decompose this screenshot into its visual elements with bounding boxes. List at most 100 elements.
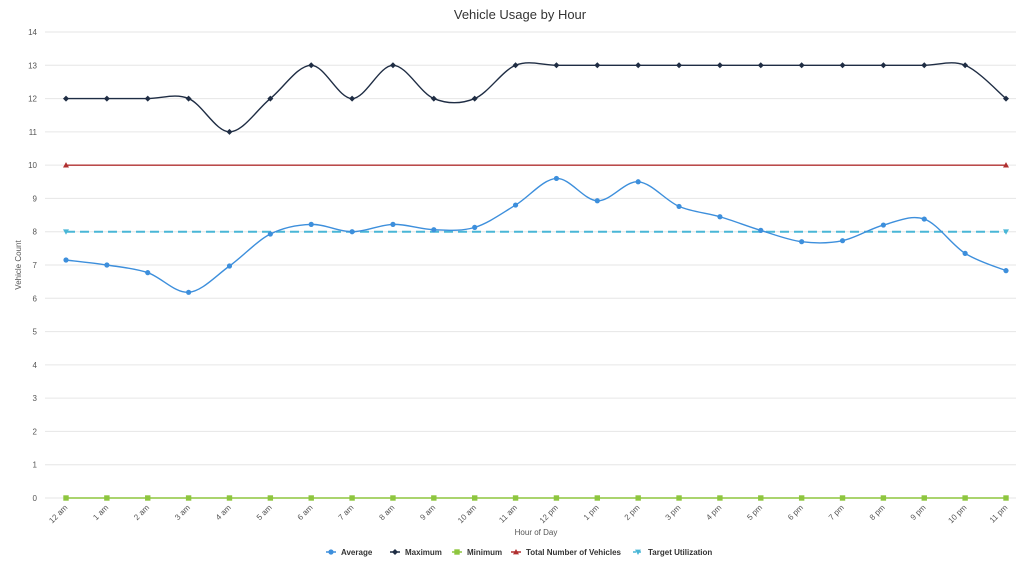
data-point-average[interactable] <box>839 238 846 244</box>
data-point-minimum[interactable] <box>349 495 355 501</box>
data-point-maximum[interactable] <box>144 95 151 102</box>
data-point-target-utilization[interactable] <box>1003 229 1009 235</box>
series-line-maximum[interactable] <box>66 62 1007 133</box>
legend-item-target-utilization[interactable]: Target Utilization <box>633 548 712 557</box>
legend-item-total-number-of-vehicles[interactable]: Total Number of Vehicles <box>511 548 622 557</box>
data-point-maximum[interactable] <box>430 95 437 102</box>
data-point-maximum[interactable] <box>880 62 887 69</box>
data-point-minimum[interactable] <box>798 495 805 501</box>
legend-label: Average <box>341 548 373 557</box>
legend-item-minimum[interactable]: Minimum <box>452 548 502 557</box>
data-point-maximum[interactable] <box>839 62 846 69</box>
data-point-average[interactable] <box>594 198 600 204</box>
data-point-minimum[interactable] <box>880 495 887 501</box>
chart-title: Vehicle Usage by Hour <box>454 7 587 22</box>
data-point-minimum[interactable] <box>512 495 519 501</box>
legend-label: Maximum <box>405 548 442 557</box>
data-point-minimum[interactable] <box>758 495 764 501</box>
legend-label: Target Utilization <box>648 548 712 557</box>
data-point-minimum[interactable] <box>635 495 641 501</box>
data-point-minimum[interactable] <box>471 495 478 501</box>
data-point-average[interactable] <box>512 202 519 208</box>
data-point-average[interactable] <box>799 239 805 245</box>
data-point-average[interactable] <box>349 229 355 235</box>
data-point-maximum[interactable] <box>226 128 233 135</box>
data-point-maximum[interactable] <box>716 62 723 69</box>
data-point-average[interactable] <box>145 270 151 276</box>
legend-item-average[interactable]: Average <box>326 548 373 557</box>
data-point-minimum[interactable] <box>226 495 233 501</box>
data-point-minimum[interactable] <box>717 495 723 501</box>
data-point-average[interactable] <box>267 231 273 237</box>
data-point-minimum[interactable] <box>1003 495 1009 501</box>
x-tick-label: 5 am <box>255 503 274 522</box>
series-line-average[interactable] <box>65 177 1007 293</box>
data-point-maximum[interactable] <box>1003 95 1009 102</box>
data-point-average[interactable] <box>553 175 560 182</box>
data-point-total-number-of-vehicles[interactable] <box>1003 162 1009 168</box>
data-point-average[interactable] <box>226 263 233 269</box>
data-point-average[interactable] <box>676 203 682 210</box>
legend-marker <box>454 549 460 555</box>
data-point-average[interactable] <box>186 289 192 295</box>
data-point-minimum[interactable] <box>390 495 396 501</box>
data-point-maximum[interactable] <box>757 62 764 69</box>
legend-item-maximum[interactable]: Maximum <box>390 548 442 557</box>
data-point-average[interactable] <box>390 221 396 227</box>
data-point-maximum[interactable] <box>389 62 396 69</box>
data-point-minimum[interactable] <box>145 495 151 501</box>
legend-marker <box>392 549 398 555</box>
data-point-average[interactable] <box>758 227 764 233</box>
data-point-minimum[interactable] <box>594 495 601 501</box>
legend[interactable]: Average Maximum Minimum Total Number of Veh… <box>326 548 712 557</box>
data-point-average[interactable] <box>63 257 69 263</box>
y-tick-label: 4 <box>33 361 38 370</box>
data-point-maximum[interactable] <box>267 95 274 102</box>
data-point-maximum[interactable] <box>921 62 928 69</box>
data-point-minimum[interactable] <box>676 495 682 501</box>
data-point-average[interactable] <box>308 221 314 227</box>
data-point-maximum[interactable] <box>962 62 969 69</box>
data-point-maximum[interactable] <box>349 95 356 102</box>
data-point-minimum[interactable] <box>185 495 192 501</box>
series-total-number-of-vehicles <box>63 162 1009 168</box>
data-point-minimum[interactable] <box>839 495 846 501</box>
data-point-maximum[interactable] <box>798 62 805 69</box>
data-point-maximum[interactable] <box>308 62 315 69</box>
data-point-minimum[interactable] <box>104 495 110 501</box>
data-point-minimum[interactable] <box>267 495 274 501</box>
data-point-minimum[interactable] <box>553 495 560 501</box>
data-point-average[interactable] <box>431 227 437 233</box>
data-point-minimum[interactable] <box>431 495 437 501</box>
data-point-target-utilization[interactable] <box>63 229 69 235</box>
data-point-minimum[interactable] <box>63 495 69 501</box>
data-point-maximum[interactable] <box>185 95 192 102</box>
data-point-average[interactable] <box>717 214 723 220</box>
data-point-maximum[interactable] <box>63 95 69 102</box>
data-point-average[interactable] <box>962 250 968 256</box>
data-point-maximum[interactable] <box>471 95 478 102</box>
data-point-average[interactable] <box>104 262 110 268</box>
data-point-maximum[interactable] <box>103 95 110 102</box>
data-point-average[interactable] <box>635 179 641 185</box>
data-point-maximum[interactable] <box>553 62 560 69</box>
y-tick-label: 6 <box>33 294 38 303</box>
data-point-minimum[interactable] <box>308 495 314 501</box>
data-point-maximum[interactable] <box>635 62 642 69</box>
data-point-average[interactable] <box>921 216 927 222</box>
data-point-average[interactable] <box>472 224 478 230</box>
data-point-total-number-of-vehicles[interactable] <box>63 162 69 168</box>
x-tick-label: 8 am <box>377 503 396 522</box>
y-tick-label: 1 <box>33 461 38 470</box>
data-point-minimum[interactable] <box>921 495 927 501</box>
data-point-maximum[interactable] <box>676 62 683 69</box>
data-point-maximum[interactable] <box>594 62 601 69</box>
x-tick-label: 8 pm <box>868 503 887 522</box>
data-point-minimum[interactable] <box>962 495 968 501</box>
data-point-maximum[interactable] <box>512 62 519 69</box>
data-point-average[interactable] <box>1003 268 1009 274</box>
data-point-average[interactable] <box>880 222 886 228</box>
x-tick-label: 6 pm <box>786 503 805 522</box>
